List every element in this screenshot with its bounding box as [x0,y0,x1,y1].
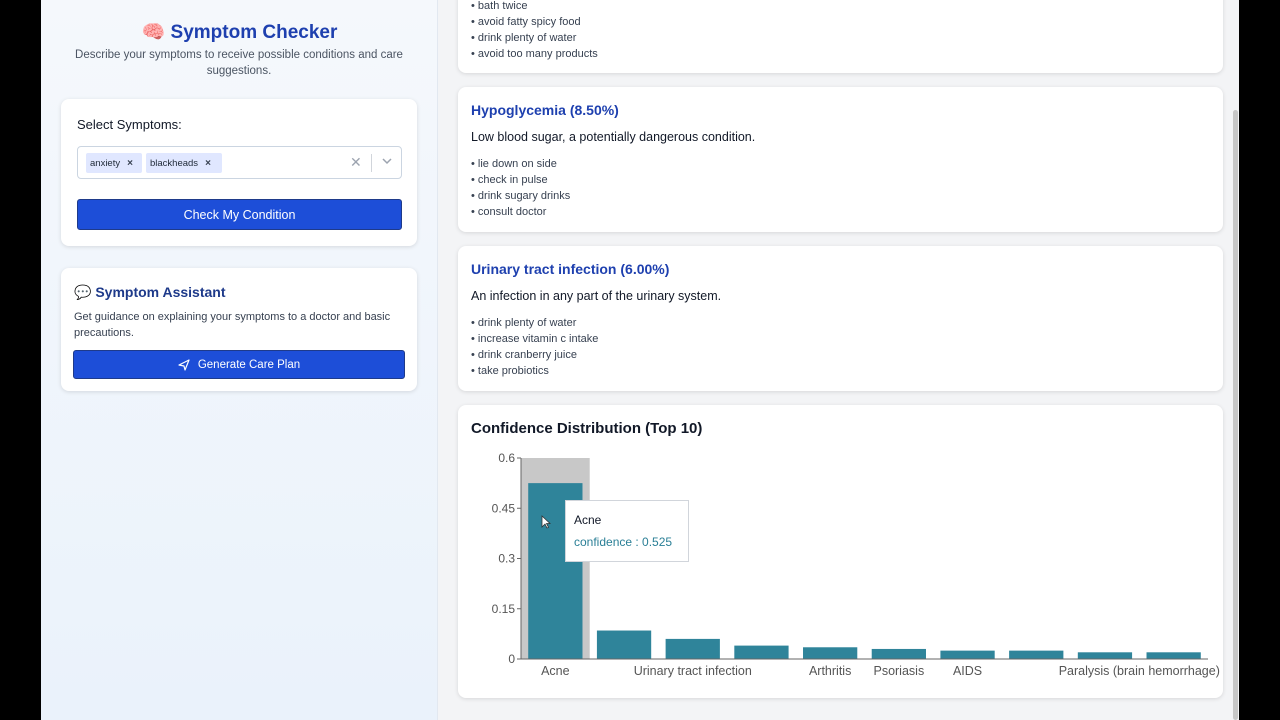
condition-card: Hypoglycemia (8.50%) Low blood sugar, a … [458,87,1223,232]
y-tick-label: 0.3 [498,552,515,566]
symptom-tag: blackheads × [146,153,222,173]
care-tips-list: drink plenty of water increase vitamin c… [471,315,598,379]
care-tip: drink plenty of water [471,315,598,331]
care-tips-list: bath twice avoid fatty spicy food drink … [471,0,598,62]
y-tick-label: 0.45 [492,501,516,515]
care-tip: check in pulse [471,172,570,188]
confidence-bar-chart: 0 0.15 0.3 0.45 0.6 Acne Urinary tract infecti… [492,451,1220,678]
y-tick-label: 0.15 [492,602,516,616]
symptom-tag-label: anxiety [90,157,121,169]
scrollbar[interactable] [1233,110,1238,720]
chart-bar[interactable] [940,650,995,659]
select-symptoms-label: Select Symptoms: [77,117,182,132]
care-tip: avoid too many products [471,46,598,62]
mouse-cursor-icon [541,515,551,529]
x-tick-label: Psoriasis [873,664,924,678]
chart-bar[interactable] [1146,652,1201,659]
condition-card: Urinary tract infection (6.00%) An infec… [458,246,1223,391]
x-tick-label: Urinary tract infection [634,664,752,678]
care-tip: consult doctor [471,204,570,220]
symptom-assistant-card: 💬 Symptom Assistant Get guidance on expl… [61,268,417,391]
send-icon [178,358,190,371]
x-tick-label: Paralysis (brain hemorrhage) [1059,664,1220,678]
care-tip: lie down on side [471,156,570,172]
care-tip: drink sugary drinks [471,188,570,204]
care-tip: drink cranberry juice [471,347,598,363]
confidence-chart-card: Confidence Distribution (Top 10) 0 0.15 0.… [458,405,1223,698]
app-subtitle: Describe your symptoms to receive possib… [75,49,403,77]
symptom-tag-label: blackheads [150,157,199,169]
x-tick-label: Arthritis [809,664,851,678]
assistant-title: 💬 Symptom Assistant [74,284,226,301]
care-tip: avoid fatty spicy food [471,14,598,30]
speech-bubble-icon: 💬 [74,284,92,300]
chart-bar[interactable] [803,647,858,659]
clear-icon[interactable]: ✕ [350,154,362,170]
care-tip: increase vitamin c intake [471,331,598,347]
x-tick-label: Acne [541,664,570,678]
divider [371,154,372,172]
care-tip: drink plenty of water [471,30,598,46]
care-tip: take probiotics [471,363,598,379]
symptom-select-card: Select Symptoms: anxiety × blackheads × … [61,99,417,246]
symptom-tag: anxiety × [86,153,142,173]
chart-tooltip: Acne confidence : 0.525 [565,500,689,562]
chart-bar[interactable] [596,630,652,659]
chart-bar[interactable] [1077,652,1133,659]
remove-tag-icon[interactable]: × [127,157,133,169]
condition-card: bath twice avoid fatty spicy food drink … [458,0,1223,73]
check-condition-button[interactable]: Check My Condition [77,199,402,230]
condition-description: Low blood sugar, a potentially dangerous… [471,130,756,144]
y-tick-label: 0.6 [498,451,515,465]
symptom-multiselect[interactable]: anxiety × blackheads × ✕ [77,146,402,179]
remove-tag-icon[interactable]: × [205,157,211,169]
chart-title: Confidence Distribution (Top 10) [471,420,703,437]
results-panel: bath twice avoid fatty spicy food drink … [438,0,1239,720]
care-tips-list: lie down on side check in pulse drink su… [471,156,570,220]
app-window: 🧠 Symptom Checker Describe your symptoms… [41,0,1239,720]
chart-bar[interactable] [1009,650,1064,659]
chart-bar[interactable] [665,638,720,659]
assistant-title-text: Symptom Assistant [95,284,226,300]
app-title-text: Symptom Checker [170,22,338,43]
condition-description: An infection in any part of the urinary … [471,289,722,303]
condition-title: Hypoglycemia (8.50%) [471,102,619,118]
brain-icon: 🧠 [141,22,166,43]
y-tick-label: 0 [508,652,515,666]
assistant-description: Get guidance on explaining your symptoms… [74,311,391,339]
chart-bar[interactable] [871,648,926,659]
chart-bar[interactable] [734,645,789,659]
x-tick-label: AIDS [953,664,982,678]
tooltip-value: confidence : 0.525 [574,535,673,549]
generate-care-plan-button[interactable]: Generate Care Plan [73,350,405,379]
tooltip-name: Acne [574,513,602,527]
generate-care-plan-label: Generate Care Plan [197,358,301,371]
sidebar: 🧠 Symptom Checker Describe your symptoms… [41,0,438,720]
app-title: 🧠 Symptom Checker [41,20,438,44]
condition-title: Urinary tract infection (6.00%) [471,261,670,277]
care-tip: bath twice [471,0,598,14]
chevron-down-icon[interactable] [380,154,394,168]
